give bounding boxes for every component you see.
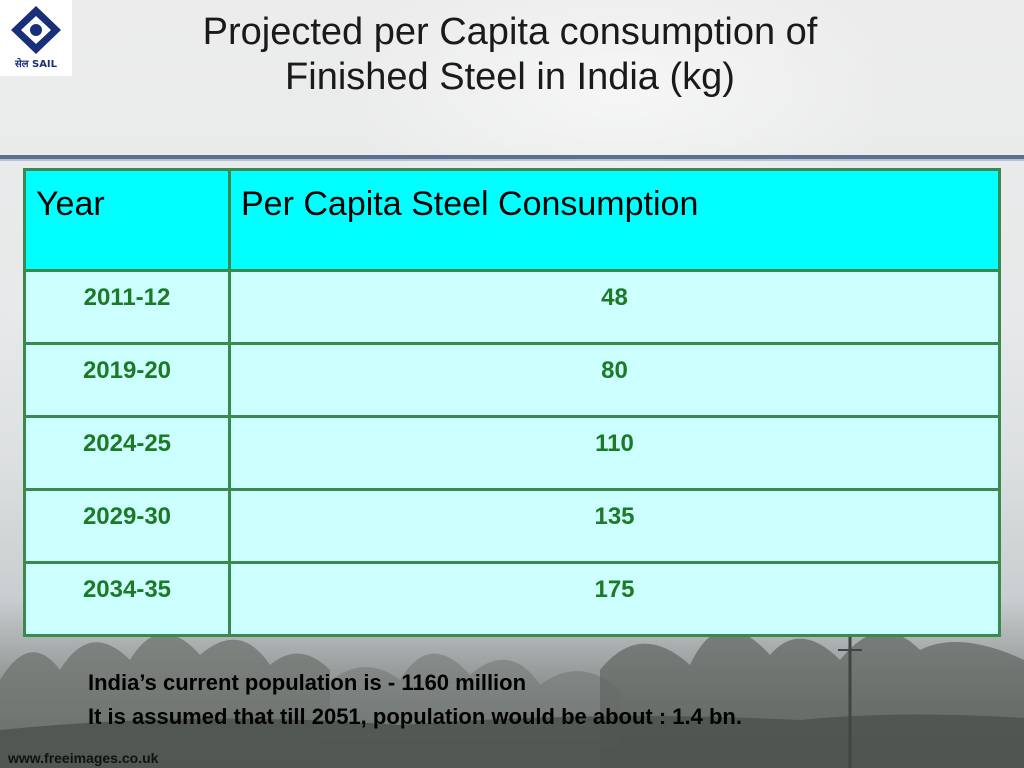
year-cell: 2034-35 <box>23 561 231 637</box>
value-cell: 175 <box>228 561 1001 637</box>
value-cell: 110 <box>228 415 1001 491</box>
title-line-2: Finished Steel in India (kg) <box>285 56 735 98</box>
table-row: 2034-35 175 <box>23 561 1001 637</box>
year-cell: 2024-25 <box>23 415 231 491</box>
note-current-population: India’s current population is - 1160 mil… <box>88 670 527 695</box>
sail-logo: सेल SAIL <box>0 0 72 76</box>
population-notes: India’s current population is - 1160 mil… <box>88 666 988 734</box>
title-divider-highlight <box>0 159 1024 161</box>
year-cell: 2029-30 <box>23 488 231 564</box>
sail-emblem-icon <box>11 6 61 54</box>
table-row: 2024-25 110 <box>23 415 1001 491</box>
logo-text: सेल SAIL <box>14 59 58 70</box>
table-row: 2029-30 135 <box>23 488 1001 564</box>
consumption-table: Year Per Capita Steel Consumption 2011-1… <box>23 168 1001 637</box>
year-cell: 2011-12 <box>23 269 231 345</box>
value-cell: 80 <box>228 342 1001 418</box>
image-credit: www.freeimages.co.uk <box>8 750 159 766</box>
value-cell: 48 <box>228 269 1001 345</box>
year-cell: 2019-20 <box>23 342 231 418</box>
table-header-row: Year Per Capita Steel Consumption <box>23 168 1001 272</box>
title-divider <box>0 155 1024 159</box>
background-trees-image <box>0 580 1024 768</box>
title-line-1: Projected per Capita consumption of <box>202 11 818 53</box>
note-projected-population: It is assumed that till 2051, population… <box>88 704 742 729</box>
header-year: Year <box>23 168 231 272</box>
table-row: 2019-20 80 <box>23 342 1001 418</box>
value-cell: 135 <box>228 488 1001 564</box>
slide-title: Projected per Capita consumption of Fini… <box>100 10 920 100</box>
table-row: 2011-12 48 <box>23 269 1001 345</box>
header-consumption: Per Capita Steel Consumption <box>228 168 1001 272</box>
